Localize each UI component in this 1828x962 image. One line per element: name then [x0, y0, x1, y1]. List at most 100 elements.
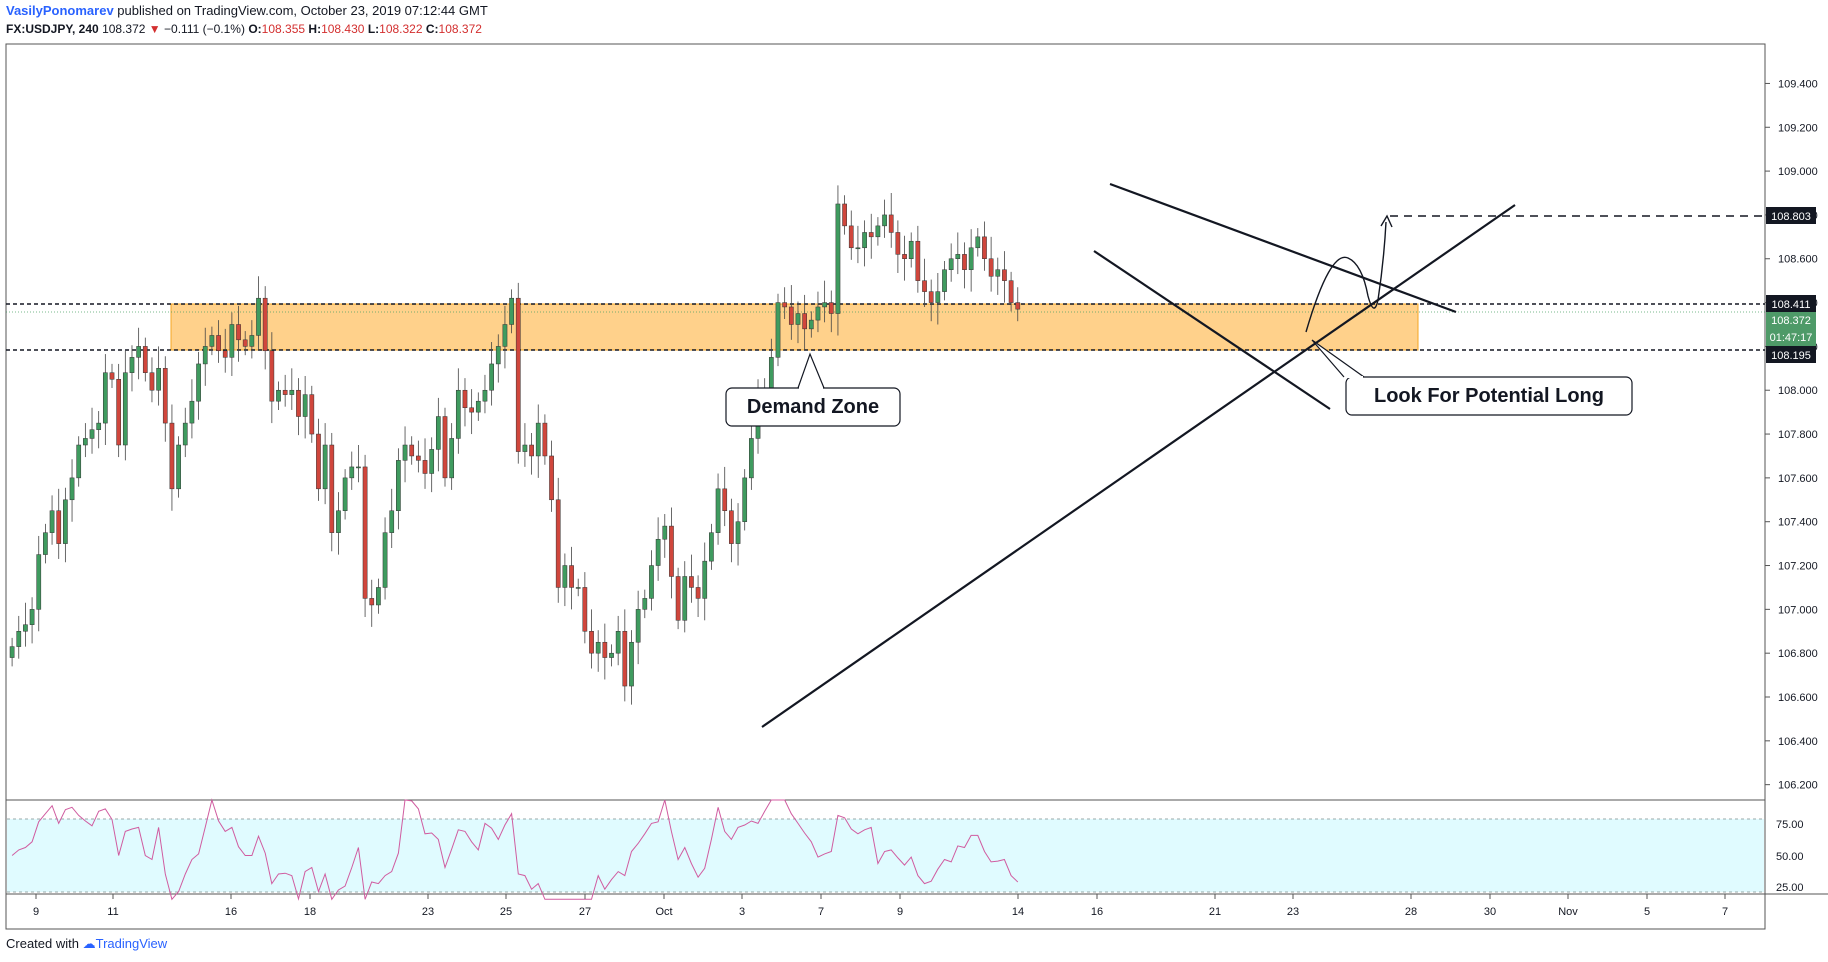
candle-down[interactable] [369, 598, 375, 606]
candle-up[interactable] [855, 247, 861, 250]
candle-up[interactable] [156, 368, 161, 391]
candle-down[interactable] [782, 302, 788, 308]
candle-up[interactable] [908, 240, 914, 259]
candle-down[interactable] [902, 254, 907, 259]
wedge-lower-line[interactable] [1093, 250, 1331, 410]
candle-down[interactable] [262, 297, 268, 352]
candle-up[interactable] [136, 346, 141, 358]
candle-down[interactable] [848, 225, 854, 249]
candle-down[interactable] [169, 422, 175, 490]
candle-up[interactable] [482, 389, 488, 402]
candle-down[interactable] [1015, 302, 1021, 310]
candle-up[interactable] [382, 532, 388, 588]
candle-down[interactable] [1008, 280, 1014, 303]
candle-down[interactable] [296, 389, 301, 417]
candle-down[interactable] [888, 214, 894, 233]
candle-up[interactable] [875, 225, 881, 238]
candle-down[interactable] [242, 339, 248, 347]
candle-down[interactable] [236, 324, 241, 341]
candle-up[interactable] [975, 236, 981, 249]
look-long-callout[interactable] [1345, 376, 1633, 416]
candle-up[interactable] [682, 576, 688, 621]
candle-up[interactable] [942, 269, 947, 292]
candle-up[interactable] [749, 438, 754, 479]
candle-up[interactable] [575, 587, 581, 589]
candle-up[interactable] [609, 652, 614, 658]
candle-up[interactable] [835, 203, 841, 314]
candle-up[interactable] [495, 346, 501, 365]
candle-up[interactable] [702, 560, 708, 599]
candle-down[interactable] [962, 254, 967, 270]
candle-down[interactable] [695, 587, 701, 599]
candle-down[interactable] [422, 460, 428, 474]
candle-down[interactable] [515, 297, 521, 452]
candle-up[interactable] [196, 363, 201, 402]
candle-up[interactable] [815, 306, 821, 321]
candle-up[interactable] [322, 444, 328, 490]
candle-up[interactable] [502, 324, 508, 347]
candle-up[interactable] [229, 324, 235, 358]
candle-up[interactable] [995, 269, 1001, 277]
candle-up[interactable] [202, 346, 208, 365]
candle-up[interactable] [955, 254, 961, 259]
candle-down[interactable] [109, 372, 115, 380]
candle-down[interactable] [622, 631, 628, 687]
candle-up[interactable] [595, 641, 601, 654]
candle-down[interactable] [409, 444, 415, 457]
candle-up[interactable] [808, 319, 814, 330]
candle-down[interactable] [142, 346, 148, 373]
candle-up[interactable] [23, 624, 28, 632]
author-link[interactable]: VasilyPonomarev [6, 3, 114, 18]
candle-down[interactable] [216, 335, 221, 352]
candle-up[interactable] [455, 389, 461, 439]
candle-up[interactable] [715, 488, 721, 533]
candle-up[interactable] [276, 389, 281, 402]
candle-up[interactable] [649, 565, 654, 599]
candle-down[interactable] [982, 236, 987, 259]
candle-up[interactable] [76, 444, 82, 479]
candle-down[interactable] [669, 525, 674, 577]
candle-up[interactable] [49, 510, 55, 533]
candle-up[interactable] [36, 554, 42, 610]
candle-down[interactable] [602, 641, 608, 658]
candle-down[interactable] [462, 389, 468, 409]
candle-down[interactable] [56, 510, 62, 544]
candle-down[interactable] [1002, 269, 1007, 281]
candle-down[interactable] [788, 306, 794, 325]
candle-down[interactable] [542, 422, 548, 457]
candle-up[interactable] [429, 449, 435, 474]
candle-down[interactable] [589, 631, 594, 654]
candle-down[interactable] [868, 232, 874, 238]
candle-up[interactable] [9, 646, 15, 658]
candle-up[interactable] [535, 422, 541, 457]
candle-up[interactable] [562, 565, 568, 588]
candle-up[interactable] [209, 335, 215, 347]
candle-down[interactable] [689, 576, 694, 588]
candle-up[interactable] [256, 297, 261, 336]
candle-up[interactable] [182, 422, 188, 446]
time-axis[interactable]: 9 11 16 18 23 25 27 Oct 3 7 9 14 16 21 23 28 30 Nov 5 7 [33, 894, 1728, 918]
candle-up[interactable] [635, 609, 641, 643]
candle-up[interactable] [249, 335, 255, 347]
candle-up[interactable] [509, 297, 514, 325]
candle-up[interactable] [522, 444, 528, 452]
candle-down[interactable] [555, 499, 561, 588]
candle-up[interactable] [795, 313, 801, 325]
candle-down[interactable] [469, 407, 474, 413]
candle-up[interactable] [655, 538, 661, 566]
candle-up[interactable] [615, 631, 621, 654]
candle-up[interactable] [742, 477, 748, 522]
candle-down[interactable] [116, 379, 122, 446]
candle-up[interactable] [122, 372, 128, 446]
candle-up[interactable] [882, 214, 887, 227]
candle-down[interactable] [329, 444, 335, 533]
candle-up[interactable] [389, 510, 395, 533]
candle-up[interactable] [29, 609, 35, 625]
candle-down[interactable] [309, 394, 315, 435]
candle-down[interactable] [895, 232, 901, 255]
candle-down[interactable] [282, 389, 288, 395]
candle-up[interactable] [336, 510, 341, 533]
candle-down[interactable] [582, 587, 588, 632]
candle-up[interactable] [69, 477, 75, 501]
